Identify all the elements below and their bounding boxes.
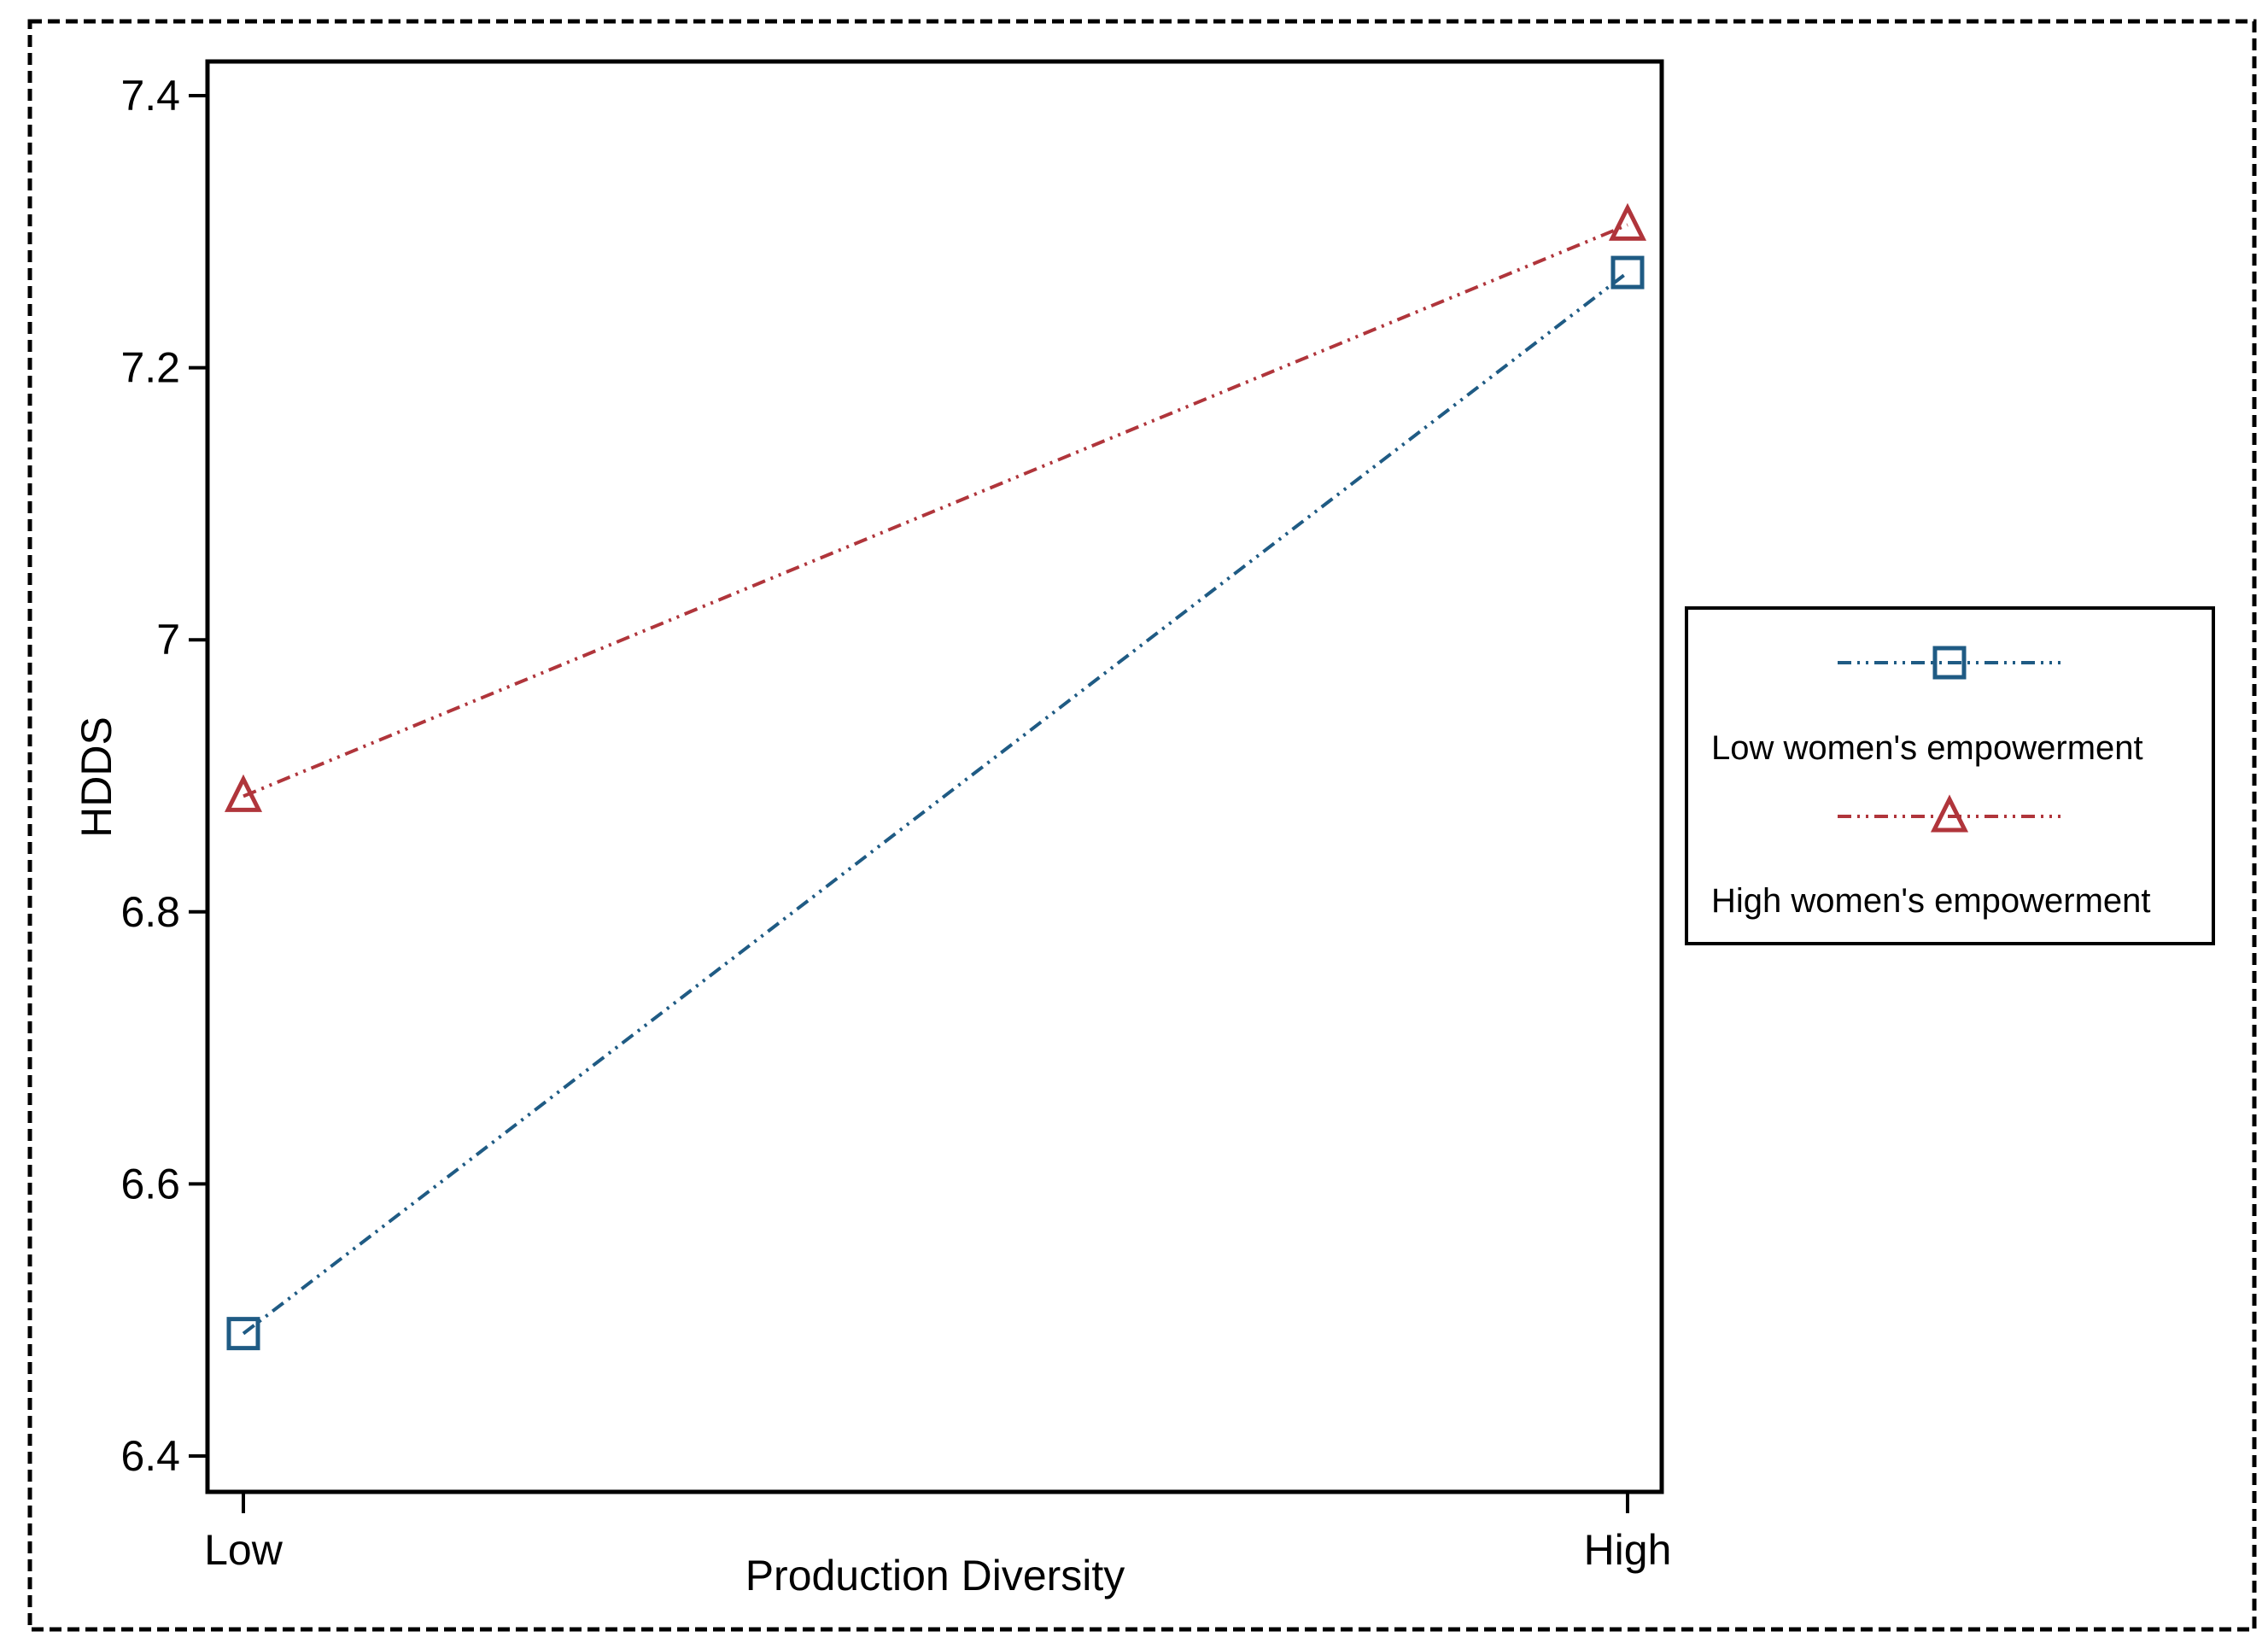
legend-entry: Low women's empowerment — [1711, 646, 2143, 767]
series-line — [243, 223, 1628, 798]
y-tick-label: 6.8 — [120, 888, 180, 936]
legend-label: Low women's empowerment — [1711, 729, 2143, 767]
y-tick-label: 6.4 — [120, 1432, 180, 1480]
y-tick-label: 7.4 — [120, 72, 180, 120]
data-point-triangle — [1608, 202, 1647, 241]
legend-marker-triangle — [1930, 794, 1969, 833]
plot-frame — [205, 59, 1664, 1494]
figure-border — [27, 19, 2257, 1632]
legend-entry: High women's empowerment — [1711, 794, 2151, 920]
x-axis-title: Production Diversity — [745, 1552, 1125, 1599]
x-tick-label: Low — [204, 1526, 284, 1574]
series-line — [242, 271, 1629, 1336]
y-tick-label: 6.6 — [120, 1160, 180, 1208]
data-point-square — [226, 1317, 260, 1351]
data-point-triangle — [224, 774, 263, 812]
legend-label: High women's empowerment — [1711, 882, 2151, 920]
data-point-square — [1610, 255, 1645, 289]
y-axis-title: HDDS — [73, 716, 120, 838]
series-low-empowerment — [226, 255, 1645, 1351]
legend-marker-square — [1932, 646, 1967, 680]
x-tick-label: High — [1584, 1526, 1672, 1574]
y-tick-label: 7 — [156, 616, 180, 664]
legend: Low women's empowerment High women's empo… — [1685, 606, 2215, 945]
series-high-empowerment — [224, 202, 1647, 812]
plot-area: 6.4 6.6 6.8 7 7.2 7.4 Low High — [120, 59, 1672, 1574]
y-tick-label: 7.2 — [120, 344, 180, 392]
